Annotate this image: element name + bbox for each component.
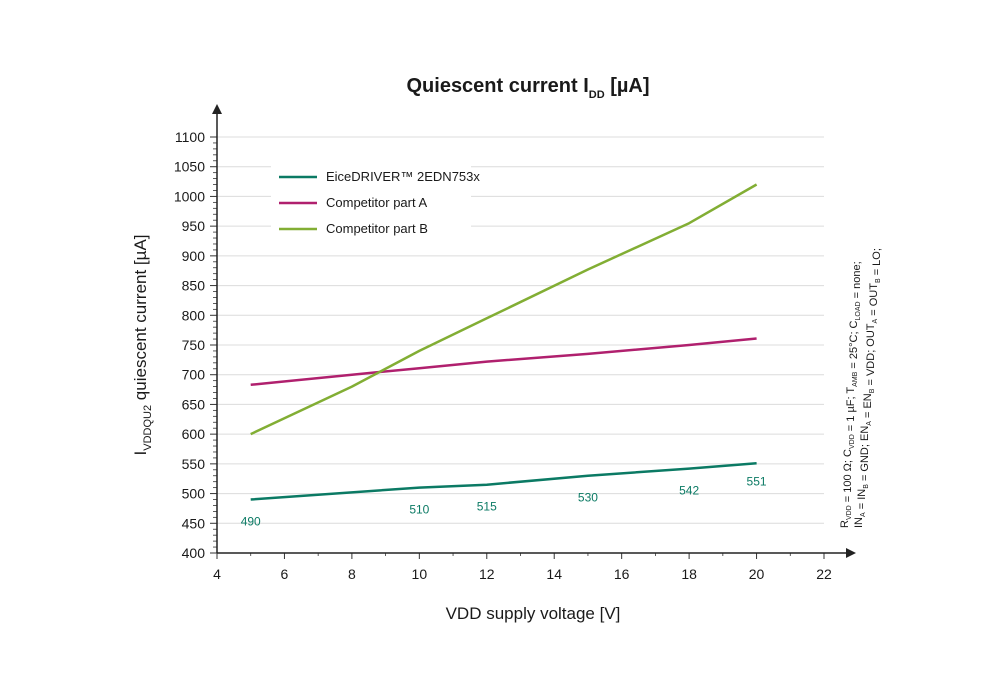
note-subscript: B	[863, 484, 870, 489]
y-axis-label-subscript: VDDQU2	[142, 405, 154, 451]
y-tick-label: 700	[182, 367, 206, 383]
data-label: 490	[241, 515, 261, 529]
note-text: = 100 Ω; C	[842, 449, 854, 505]
x-tick-label: 12	[479, 566, 495, 582]
y-axis-label-main: I	[131, 451, 150, 456]
note-subscript: B	[869, 388, 876, 393]
y-tick-label: 400	[182, 545, 206, 561]
x-tick-label: 14	[546, 566, 562, 582]
legend: EiceDRIVER™ 2EDN753x Competitor part A Com…	[271, 155, 480, 245]
series-line-competitor-part-a	[250, 337, 757, 387]
x-tick-label: 10	[412, 566, 428, 582]
note-subscript: VDD	[846, 505, 853, 520]
data-label: 510	[409, 503, 429, 517]
note-text: = none;	[851, 261, 863, 301]
x-tick-label: 6	[281, 566, 289, 582]
y-tick-label: 950	[182, 218, 206, 234]
y-tick-label: 600	[182, 426, 206, 442]
y-tick-label: 450	[182, 515, 206, 531]
series-line-eicedriver-2edn753x	[250, 462, 757, 501]
chart-title-suffix: [µA]	[605, 75, 650, 97]
legend-entry: Competitor part A	[326, 195, 427, 210]
note-text: = VDD; OUT	[865, 323, 877, 388]
note-subscript: LOAD	[855, 301, 862, 320]
note-subscript: A	[860, 512, 867, 517]
note-text: = LO;	[871, 248, 883, 278]
data-label: 530	[578, 491, 598, 505]
y-tick-label: 1050	[174, 159, 205, 175]
note-line: RVDD = 100 Ω; CVDD = 1 µF; TAMB = 25°C; …	[839, 261, 863, 528]
note-subscript: VDD	[849, 434, 856, 449]
y-tick-label: 750	[182, 337, 206, 353]
note-text: R	[839, 520, 851, 528]
y-tick-label: 500	[182, 486, 206, 502]
chart-title: Quiescent current IDD [µA]	[406, 75, 649, 101]
note-text: = OUT	[868, 283, 880, 319]
x-tick-label: 18	[681, 566, 697, 582]
axes	[210, 104, 856, 559]
x-tick-label: 8	[348, 566, 356, 582]
chart-title-main: Quiescent current I	[406, 75, 588, 97]
x-axis-arrow	[846, 548, 856, 558]
x-axis-label: VDD supply voltage [V]	[446, 604, 621, 623]
y-tick-label: 650	[182, 396, 206, 412]
x-tick-label: 4	[213, 566, 221, 582]
y-axis-label-suffix: quiescent current [µA]	[131, 234, 150, 404]
data-labels: 490 510 515 530 542 551	[241, 474, 767, 528]
note-subscript: A	[866, 421, 873, 426]
note-text: = IN	[856, 489, 868, 513]
y-axis-label: IVDDQU2 quiescent current [µA]	[131, 234, 154, 455]
legend-entry: EiceDRIVER™ 2EDN753x	[326, 169, 480, 184]
x-tick-label: 20	[749, 566, 765, 582]
data-label: 551	[747, 474, 767, 488]
series-lines	[250, 183, 758, 501]
y-tick-label: 1100	[175, 129, 205, 145]
data-label: 542	[679, 484, 699, 498]
legend-entry: Competitor part B	[326, 221, 428, 236]
data-label: 515	[477, 500, 497, 514]
chart-title-subscript: DD	[589, 89, 605, 101]
series-line-competitor-part-b	[250, 183, 758, 436]
note-subscript: AMB	[852, 371, 859, 387]
y-tick-label: 1000	[174, 188, 205, 204]
note-subscript: B	[875, 278, 882, 283]
y-tick-label: 850	[182, 278, 206, 294]
y-tick-label: 800	[182, 307, 206, 323]
test-conditions-note: RVDD = 100 Ω; CVDD = 1 µF; TAMB = 25°C; …	[839, 248, 883, 528]
x-tick-label: 22	[816, 566, 832, 582]
tick-labels: 400 450 500 550 600 650 700 750 800 850 900 950 1000…	[174, 129, 832, 582]
note-text: = 1 µF; T	[845, 387, 857, 435]
x-tick-label: 16	[614, 566, 630, 582]
note-subscript: A	[872, 318, 879, 323]
y-tick-label: 550	[182, 456, 206, 472]
y-tick-label: 900	[182, 248, 206, 264]
note-text: IN	[853, 517, 865, 528]
note-text: = EN	[862, 393, 874, 421]
note-line: INA = INB = GND; ENA = ENB = VDD; OUTA =…	[853, 248, 883, 528]
note-text: = 25°C; C	[848, 320, 860, 371]
note-text: = GND; EN	[859, 426, 871, 484]
y-axis-arrow	[212, 104, 222, 114]
